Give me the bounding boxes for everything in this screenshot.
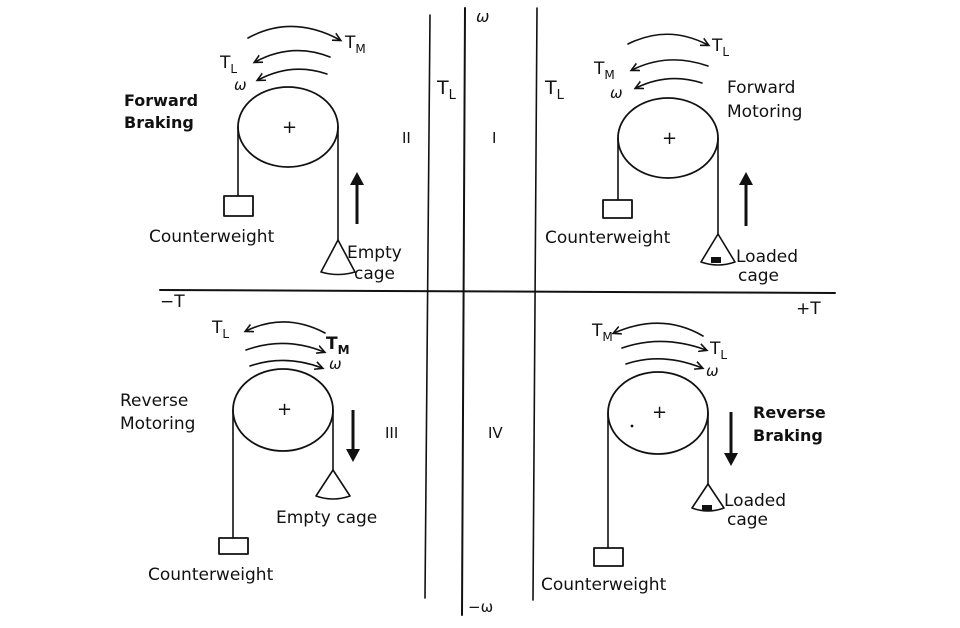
- torque-inner-label: TM: [326, 334, 350, 357]
- counterweight-block: [593, 547, 624, 567]
- quadrant-title: Reverse: [120, 391, 188, 411]
- torque-arc-outer: [247, 25, 340, 40]
- quadrant-iv-reverse-braking: Reverse Braking TM TL ω + Counterweight …: [541, 321, 826, 595]
- quadrant-ii-forward-braking: Forward Braking TM TL ω + Counterweight …: [124, 25, 402, 284]
- cage-label: Loaded: [736, 247, 798, 267]
- torque-neg-label: −T: [160, 292, 185, 312]
- cage-label: Empty: [347, 243, 402, 263]
- tl-line-right: [532, 7, 538, 601]
- pulley-center-mark: +: [652, 402, 667, 423]
- tl-right-label: TL: [544, 77, 565, 103]
- cage-label: cage: [354, 264, 395, 284]
- cage-icon: [315, 469, 351, 500]
- quadrant-title: Forward: [124, 91, 198, 110]
- speed-arc: [249, 359, 322, 368]
- pulley-center-mark: +: [282, 117, 297, 138]
- torque-arc-inner: [245, 342, 324, 352]
- cage-label: cage: [738, 266, 779, 286]
- speed-axis: [461, 7, 466, 616]
- cage-icon: [320, 239, 356, 276]
- quadrant-i-numeral: I: [492, 129, 496, 147]
- speed-label: ω: [706, 362, 719, 380]
- pulley-center-mark: +: [277, 399, 292, 420]
- torque-inner-label: TM: [593, 59, 615, 82]
- quadrant-iii-reverse-motoring: Reverse Motoring TL TM ω + Counterweight…: [120, 318, 377, 585]
- quadrant-i-forward-motoring: Forward Motoring TL TM ω + Counterweight…: [545, 33, 802, 286]
- torque-axis: [159, 289, 836, 294]
- cage-label: cage: [727, 510, 768, 530]
- cage-load: [711, 257, 721, 263]
- quadrant-title: Motoring: [120, 414, 195, 434]
- torque-arc-outer: [627, 33, 708, 45]
- quadrant-iv-numeral: IV: [488, 424, 503, 442]
- cage-label: Loaded: [724, 491, 786, 511]
- speed-label: ω: [234, 76, 247, 94]
- torque-pos-label: +T: [796, 299, 821, 319]
- torque-outer-label: TM: [344, 33, 366, 56]
- torque-inner-label: TL: [709, 339, 727, 362]
- quadrant-title: Braking: [753, 426, 823, 445]
- pulley-dot: [630, 424, 634, 428]
- counterweight-block: [218, 537, 249, 555]
- torque-outer-label: TL: [211, 318, 229, 341]
- speed-arc: [625, 358, 702, 368]
- speed-arc: [258, 68, 328, 80]
- tl-line-left: [424, 14, 431, 599]
- speed-label: ω: [610, 84, 623, 102]
- cage-label: Empty cage: [276, 508, 377, 528]
- torque-inner-label: TL: [219, 53, 237, 76]
- cage-icon: [700, 233, 736, 266]
- torque-arc-inner: [632, 59, 709, 70]
- quadrant-title: Reverse: [753, 403, 826, 422]
- quadrant-title: Motoring: [727, 102, 802, 122]
- speed-label: ω: [329, 355, 342, 373]
- pulley-center-mark: +: [662, 128, 677, 149]
- torque-arc-outer: [614, 322, 704, 337]
- omega-neg-label: −ω: [468, 598, 493, 616]
- quadrant-title: Forward: [727, 78, 795, 98]
- counterweight-block: [602, 199, 633, 219]
- cage-load: [702, 505, 712, 511]
- axes: ω −ω +T −T TL TL II I III IV: [159, 7, 836, 616]
- counterweight-label: Counterweight: [541, 575, 667, 595]
- counterweight-label: Counterweight: [148, 565, 274, 585]
- torque-outer-label: TM: [591, 321, 613, 344]
- torque-arc-outer: [246, 321, 326, 334]
- tl-left-label: TL: [436, 77, 457, 103]
- quadrant-ii-numeral: II: [402, 129, 411, 147]
- torque-arc-inner: [621, 340, 706, 350]
- quadrant-title: Braking: [124, 113, 194, 132]
- speed-arc: [636, 77, 703, 88]
- counterweight-label: Counterweight: [545, 228, 671, 248]
- counterweight-block: [223, 195, 254, 217]
- counterweight-label: Counterweight: [149, 227, 275, 247]
- torque-arc-inner: [255, 49, 331, 62]
- omega-pos-label: ω: [476, 7, 489, 26]
- torque-outer-label: TL: [711, 36, 729, 59]
- quadrant-iii-numeral: III: [385, 424, 398, 442]
